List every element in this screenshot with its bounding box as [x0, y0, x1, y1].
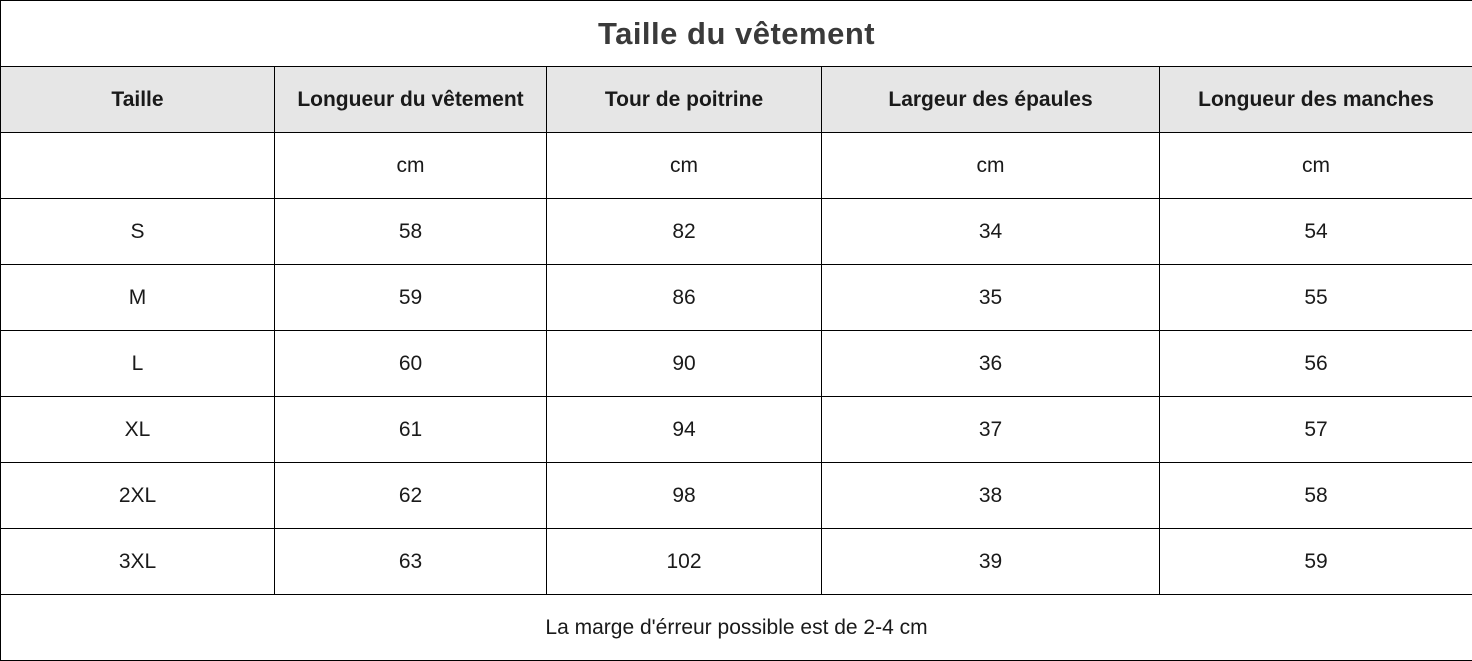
shoulder-width-cell: 36 [821, 330, 1160, 397]
chest-cell: 94 [546, 396, 822, 463]
units-row: cm cm cm cm [0, 132, 1472, 199]
header-row: Taille Longueur du vêtement Tour de poit… [0, 66, 1472, 133]
garment-length-cell: 61 [274, 396, 547, 463]
table-row: XL 61 94 37 57 [0, 396, 1472, 463]
shoulder-width-cell: 34 [821, 198, 1160, 265]
column-header-sleeve-length: Longueur des manches [1158, 66, 1472, 133]
garment-length-cell: 62 [274, 462, 547, 529]
size-cell: L [0, 330, 275, 397]
sleeve-length-cell: 59 [1158, 528, 1472, 595]
unit-cell: cm [274, 132, 547, 199]
size-cell: XL [0, 396, 275, 463]
garment-length-cell: 63 [274, 528, 547, 595]
sleeve-length-cell: 57 [1158, 396, 1472, 463]
unit-cell: cm [546, 132, 822, 199]
table-row: L 60 90 36 56 [0, 330, 1472, 397]
chest-cell: 86 [546, 264, 822, 331]
size-cell: 3XL [0, 528, 275, 595]
sleeve-length-cell: 54 [1158, 198, 1472, 265]
size-cell: 2XL [0, 462, 275, 529]
shoulder-width-cell: 35 [821, 264, 1160, 331]
unit-cell: cm [821, 132, 1160, 199]
table-row: 3XL 63 102 39 59 [0, 528, 1472, 595]
size-cell: S [0, 198, 275, 265]
sleeve-length-cell: 58 [1158, 462, 1472, 529]
column-header-size: Taille [0, 66, 275, 133]
garment-length-cell: 59 [274, 264, 547, 331]
chest-cell: 98 [546, 462, 822, 529]
table-row: S 58 82 34 54 [0, 198, 1472, 265]
chest-cell: 82 [546, 198, 822, 265]
table-row: 2XL 62 98 38 58 [0, 462, 1472, 529]
column-header-chest: Tour de poitrine [546, 66, 822, 133]
unit-cell: cm [1158, 132, 1472, 199]
shoulder-width-cell: 39 [821, 528, 1160, 595]
table-row: M 59 86 35 55 [0, 264, 1472, 331]
chest-cell: 102 [546, 528, 822, 595]
garment-length-cell: 58 [274, 198, 547, 265]
chest-cell: 90 [546, 330, 822, 397]
error-margin-note: La marge d'érreur possible est de 2-4 cm [0, 594, 1472, 661]
sleeve-length-cell: 56 [1158, 330, 1472, 397]
garment-length-cell: 60 [274, 330, 547, 397]
table-title: Taille du vêtement [0, 0, 1472, 67]
unit-cell [0, 132, 275, 199]
size-cell: M [0, 264, 275, 331]
sleeve-length-cell: 55 [1158, 264, 1472, 331]
shoulder-width-cell: 38 [821, 462, 1160, 529]
title-row: Taille du vêtement [0, 0, 1472, 67]
column-header-garment-length: Longueur du vêtement [274, 66, 547, 133]
column-header-shoulder-width: Largeur des épaules [821, 66, 1160, 133]
note-row: La marge d'érreur possible est de 2-4 cm [0, 594, 1472, 661]
shoulder-width-cell: 37 [821, 396, 1160, 463]
